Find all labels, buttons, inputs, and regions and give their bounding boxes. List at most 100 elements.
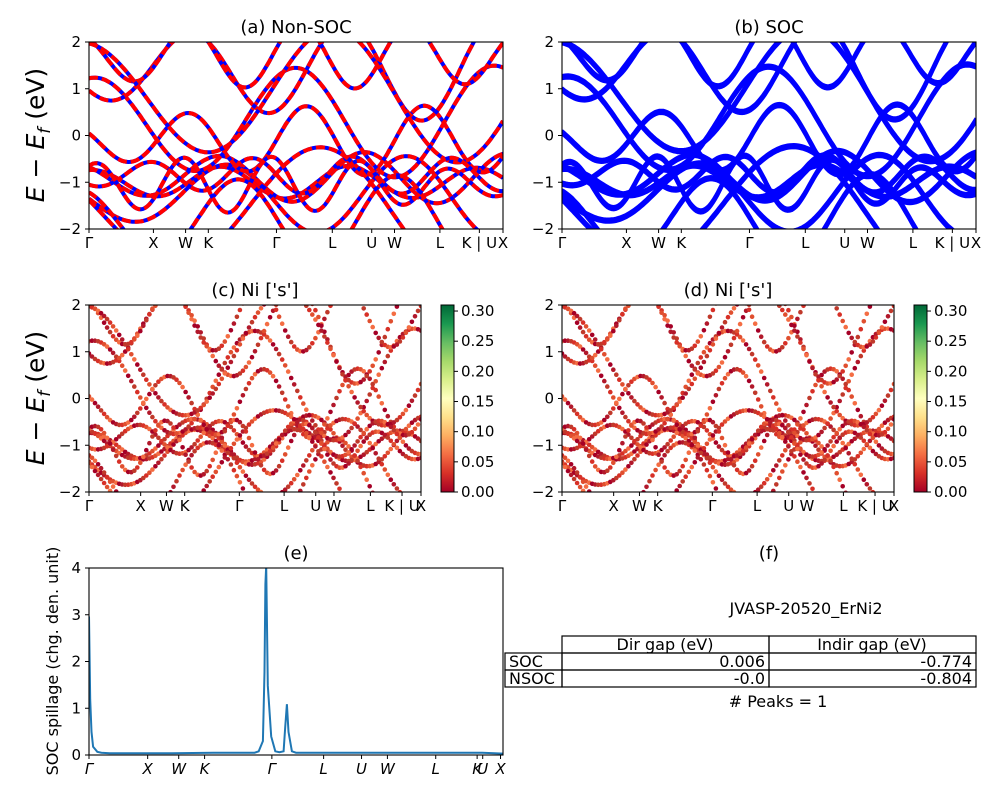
panel-d-point — [680, 479, 685, 484]
panel-c-point — [403, 407, 409, 413]
panel-c-point — [385, 413, 391, 419]
panel-d-point — [614, 323, 619, 329]
panel-c-point — [231, 455, 237, 461]
panel-d-point — [891, 455, 894, 461]
panel-c-point — [210, 353, 215, 359]
panel-d-point — [870, 415, 876, 420]
panel-d-ytick: 0 — [544, 390, 554, 408]
panel-d-point — [749, 314, 755, 320]
panel-d-point — [795, 422, 800, 427]
panel-d-point — [626, 428, 631, 433]
panel-c-point — [388, 424, 394, 430]
panel-d-point — [599, 510, 604, 515]
panel-b-title: (b) SOC — [734, 17, 803, 38]
panel-c-point — [340, 443, 345, 449]
panel-d-point — [892, 516, 897, 521]
panel-d-point — [867, 438, 873, 444]
panel-c-point — [276, 351, 282, 357]
panel-c-point — [364, 312, 370, 317]
panel-c-point — [180, 300, 185, 305]
band-line-soc-split — [562, 42, 976, 162]
band-line-blue — [89, 145, 407, 229]
panel-d-point — [629, 395, 634, 400]
panel-c-point — [132, 414, 137, 420]
panel-d-ytick: 2 — [544, 296, 554, 314]
panel-c-point — [261, 305, 267, 307]
panel-e-xtick: L — [432, 760, 440, 778]
panel-a-ytick: 0 — [71, 127, 81, 145]
panel-d-point — [707, 473, 713, 479]
panel-c-point — [89, 397, 95, 402]
panel-d-point — [852, 365, 858, 371]
panel-c-point — [331, 475, 336, 481]
panel-c-point — [195, 497, 200, 502]
panel-d-point — [870, 339, 876, 344]
panel-d-point — [816, 497, 821, 502]
header-dir-gap: Dir gap (eV) — [617, 635, 714, 654]
panel-d-point — [568, 404, 574, 410]
panel-d-point — [840, 440, 845, 446]
panel-d-point — [891, 451, 894, 457]
panel-c-point — [355, 400, 360, 405]
panel-d-point — [858, 435, 864, 440]
panel-c-point — [383, 540, 388, 545]
panel-c-point — [267, 448, 273, 454]
panel-c-point — [355, 295, 360, 300]
panel-d-point — [843, 385, 848, 391]
panel-d-point — [840, 484, 845, 489]
panel-d-point — [783, 463, 788, 468]
panel-d-point — [825, 395, 830, 400]
panel-c-point — [301, 482, 306, 487]
panel-d-xtick: L — [753, 497, 762, 515]
panel-d-point — [753, 519, 758, 524]
panel-e-spillage — [89, 568, 503, 755]
panel-d-point — [598, 373, 604, 379]
panel-c-point — [156, 526, 161, 531]
panel-c-point — [189, 445, 194, 450]
panel-c-point — [204, 399, 209, 404]
panel-c-point — [204, 483, 209, 489]
panel-c-point — [370, 533, 375, 538]
panel-d-point — [692, 439, 698, 445]
panel-d-point — [853, 539, 858, 544]
panel-c-xtick: X — [136, 497, 146, 515]
panel-c-point — [404, 522, 409, 527]
panel-c-point — [409, 398, 415, 404]
panel-c-point — [135, 362, 140, 367]
panel-d-point — [858, 421, 864, 427]
panel-d-point — [701, 446, 707, 451]
panel-d-point — [828, 424, 833, 429]
panel-a-xtick: K — [203, 234, 214, 252]
panel-d-point — [653, 300, 658, 305]
panel-d-point — [626, 383, 631, 388]
panel-d-point — [840, 531, 845, 536]
panel-c-point — [361, 470, 367, 476]
panel-d-point — [798, 337, 803, 342]
panel-c-point — [147, 312, 152, 317]
panel-d-xtick: X — [889, 497, 899, 515]
panel-d-point — [843, 445, 848, 451]
panel-d-point — [840, 318, 845, 324]
panel-d-point — [698, 355, 704, 360]
colorbar-tick-label: 0.30 — [934, 302, 967, 320]
panel-c-point — [395, 524, 400, 529]
panel-d-point — [692, 367, 698, 372]
panel-d-point — [626, 446, 631, 451]
panel-c-xtick: W — [327, 497, 342, 515]
panel-d-point — [608, 362, 613, 367]
panel-c-point — [141, 516, 146, 521]
panel-c-point — [409, 319, 415, 325]
panel-d-point — [755, 328, 761, 333]
panel-c-point — [246, 381, 252, 386]
panel-c-point — [370, 381, 376, 387]
panel-b-ytick: −1 — [532, 173, 554, 191]
panel-c-point — [219, 460, 225, 465]
panel-d-point — [605, 515, 610, 520]
panel-d-point — [771, 488, 776, 492]
panel-d-point — [834, 439, 839, 444]
panel-c-point — [273, 468, 279, 473]
panel-d-point — [704, 321, 710, 326]
panel-d-point — [795, 446, 800, 452]
panel-c-point — [138, 460, 143, 466]
panel-c-point — [189, 505, 194, 510]
